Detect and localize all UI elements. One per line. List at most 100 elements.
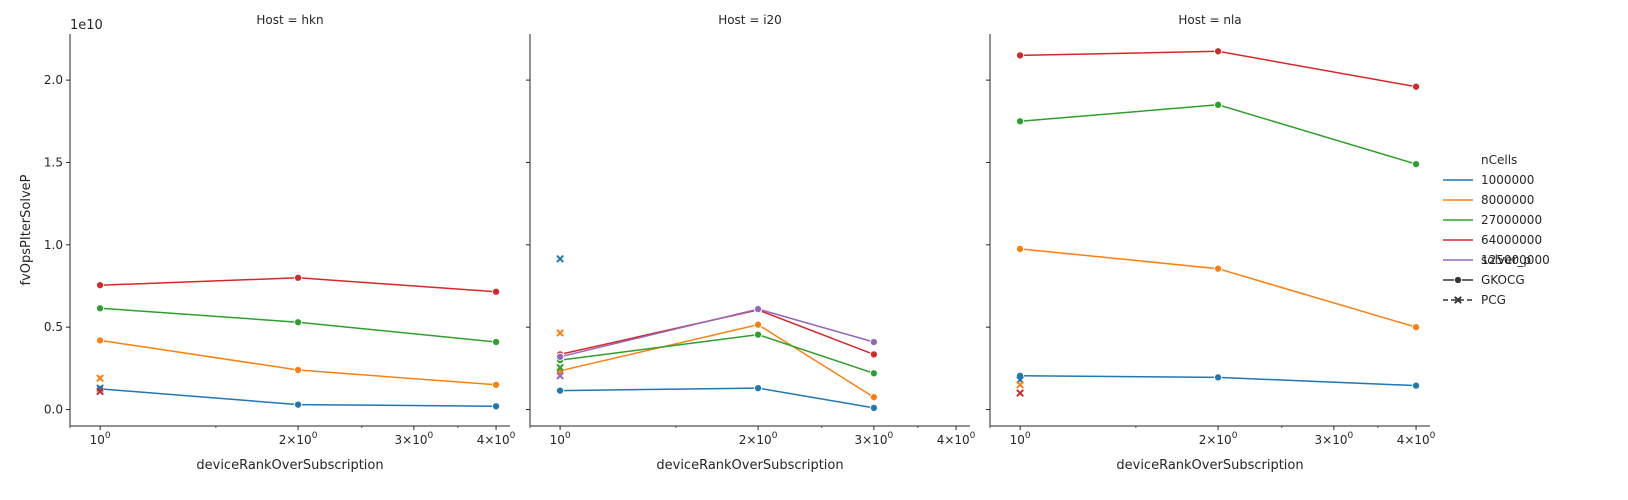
series-1000000-gkocg	[1016, 371, 1421, 390]
data-point	[492, 337, 501, 347]
series-1000000-pcg	[556, 255, 564, 263]
data-point	[96, 281, 105, 290]
data-point	[294, 365, 303, 375]
data-point	[1412, 381, 1421, 390]
y-tick-label: 1.5	[44, 155, 63, 169]
legend-entry-125000000: 125000000	[1443, 253, 1550, 267]
data-point	[869, 337, 878, 347]
legend-label: 8000000	[1481, 193, 1534, 207]
y-tick-label: 1.0	[44, 238, 63, 252]
legend-marker	[1453, 275, 1463, 285]
legend-entry-1000000: 1000000	[1443, 173, 1534, 187]
data-point	[556, 386, 565, 395]
data-point	[754, 320, 763, 329]
legend-label: 125000000	[1481, 253, 1550, 267]
series-8000000-pcg	[556, 329, 564, 337]
legend-title-solver: solver_p	[1481, 253, 1531, 267]
series-64000000-pcg	[96, 387, 104, 396]
legend-label: GKOCG	[1481, 273, 1525, 287]
data-point	[492, 287, 501, 296]
data-point	[492, 380, 501, 389]
series-64000000-gkocg	[96, 273, 501, 296]
data-point	[1016, 117, 1025, 126]
facet-panel-2: Host = i20 100 2×100 3×100 4×100 deviceRankOv…	[526, 13, 976, 473]
series-line	[559, 309, 875, 356]
legend-label: 27000000	[1481, 213, 1542, 227]
series-27000000-gkocg	[1016, 100, 1421, 169]
series-line	[1020, 50, 1417, 88]
data-point	[1412, 160, 1421, 169]
x-tick-label: 2×100	[739, 431, 778, 447]
x-tick-label: 4×100	[477, 431, 516, 447]
data-point	[96, 374, 104, 382]
data-point	[556, 329, 564, 337]
y-offset-text: 1e10	[70, 18, 103, 33]
series-line	[559, 308, 875, 358]
x-tick-label: 100	[550, 431, 571, 447]
series-27000000-pcg	[556, 363, 564, 372]
series-1000000-gkocg	[556, 384, 878, 412]
data-point	[1214, 264, 1223, 273]
data-point	[869, 403, 878, 412]
data-point	[1412, 323, 1421, 332]
legend: nCells 1000000 8000000 27000000 64000000 1250…	[1443, 153, 1550, 307]
data-point	[754, 305, 763, 314]
data-point	[1016, 381, 1024, 389]
legend-entry-pcg: PCG	[1443, 293, 1506, 307]
data-point	[754, 384, 763, 393]
x-axis-label: deviceRankOverSubscription	[196, 458, 383, 473]
data-point	[869, 369, 878, 378]
legend-entry-8000000: 8000000	[1443, 193, 1534, 207]
series-8000000-gkocg	[96, 336, 501, 389]
data-point	[1016, 389, 1024, 397]
x-tick-label: 100	[90, 431, 111, 447]
x-tick-label: 4×100	[937, 431, 976, 447]
series-27000000-gkocg	[556, 330, 878, 378]
data-point	[1016, 51, 1025, 60]
legend-entry-64000000: 64000000	[1443, 233, 1542, 247]
y-axis-label: fvOpsPIterSolveP	[19, 174, 34, 285]
data-point	[556, 255, 564, 263]
facet-title: Host = hkn	[256, 13, 323, 27]
series-1000000-gkocg	[96, 384, 501, 411]
y-tick-label: 0.5	[44, 320, 63, 334]
x-tick-label: 3×100	[395, 431, 434, 447]
data-point	[96, 387, 104, 396]
series-64000000-gkocg	[1016, 47, 1421, 91]
x-tick-label: 4×100	[1397, 431, 1436, 447]
data-point	[96, 336, 105, 345]
facet-panels: Host = hkn 100 2×100 3×100 4×100 0.0 0.5 1.0 1.5…	[44, 13, 1436, 473]
data-point	[556, 363, 564, 372]
legend-entry-27000000: 27000000	[1443, 213, 1542, 227]
series-8000000-gkocg	[556, 320, 878, 402]
legend-entry-gkocg: GKOCG	[1443, 273, 1525, 287]
data-point	[1016, 376, 1024, 384]
legend-label: 1000000	[1481, 173, 1534, 187]
facet-title: Host = nla	[1178, 13, 1241, 27]
series-line	[560, 387, 875, 409]
data-point	[1214, 373, 1223, 382]
legend-label: 64000000	[1481, 233, 1542, 247]
data-point	[294, 400, 303, 409]
y-tick-label: 0.0	[44, 403, 63, 417]
series-64000000-pcg	[1016, 389, 1024, 397]
series-line	[99, 339, 497, 386]
facet-panel-1: Host = hkn 100 2×100 3×100 4×100 0.0 0.5 1.0 1.5…	[44, 13, 516, 473]
data-point	[1214, 47, 1223, 56]
data-point	[869, 350, 878, 359]
data-point	[294, 273, 303, 282]
series-line	[1020, 248, 1417, 328]
series-125000000-gkocg	[556, 305, 878, 361]
legend-title-ncells: nCells	[1481, 153, 1517, 167]
data-point	[294, 318, 303, 327]
facet-panel-3: Host = nla 100 2×100 3×100 4×100 deviceRankOv…	[986, 13, 1436, 473]
series-8000000-pcg	[96, 374, 104, 382]
facet-title: Host = i20	[718, 13, 782, 27]
data-point	[556, 372, 564, 380]
series-line	[1020, 104, 1417, 165]
series-8000000-pcg	[1016, 381, 1024, 389]
x-tick-label: 3×100	[855, 431, 894, 447]
legend-marker	[1454, 296, 1462, 304]
data-point	[754, 330, 763, 339]
